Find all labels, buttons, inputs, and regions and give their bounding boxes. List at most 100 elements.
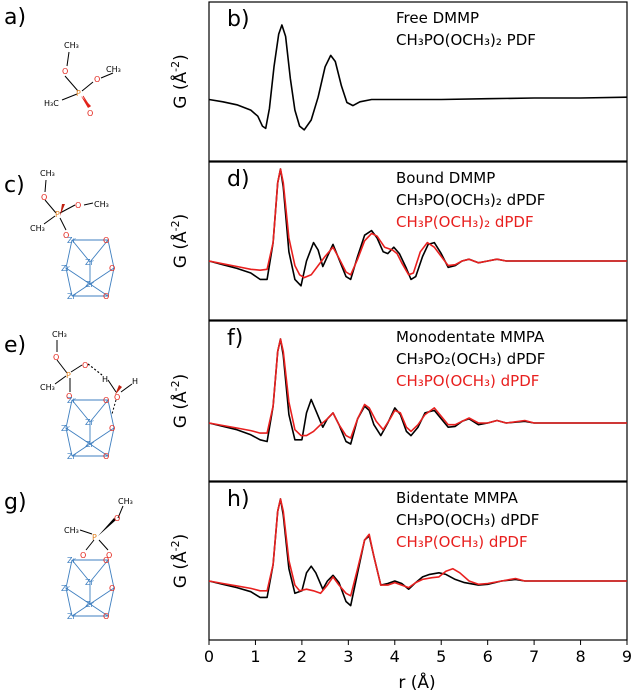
oxygen-label: O bbox=[53, 353, 59, 362]
legend-entry: CH₃PO₂(OCH₃) dPDF bbox=[396, 350, 545, 368]
oxygen-label: O bbox=[66, 392, 72, 401]
cluster-atom-label: O bbox=[103, 612, 109, 621]
chart-panel-label: d) bbox=[227, 167, 250, 192]
phosphorus-label: P bbox=[55, 210, 60, 219]
x-tick-label: 8 bbox=[575, 647, 585, 666]
x-tick-label: 9 bbox=[622, 647, 632, 666]
x-tick-label: 0 bbox=[204, 647, 214, 666]
cluster-bond bbox=[71, 283, 91, 297]
cluster-bond bbox=[71, 603, 91, 617]
zr-cluster: Zr O Zr O Zr O Zr Zr bbox=[61, 396, 115, 461]
cluster-atom-label: O bbox=[109, 424, 115, 433]
cluster-bond bbox=[89, 427, 115, 445]
cluster-atom-label: O bbox=[109, 264, 115, 273]
plot-frame bbox=[208, 481, 628, 641]
cluster-atom-label: Zr bbox=[67, 556, 76, 565]
cluster-atom-label: Zr bbox=[67, 236, 76, 245]
cluster-bond bbox=[89, 239, 109, 263]
chart-panel-label: b) bbox=[227, 7, 250, 32]
legend-entry: CH₃PO(OCH₃) dPDF bbox=[396, 511, 539, 529]
cluster-atom-label: O bbox=[103, 396, 109, 405]
cluster-atom-label: O bbox=[103, 236, 109, 245]
oxygen-label: O bbox=[63, 231, 69, 240]
phosphorus-label: P bbox=[92, 533, 97, 542]
chart-panel-d: G (Å-2) d) Bound DMMP CH₃PO(OCH₃)₂ dPDF CH₃P… bbox=[169, 161, 628, 321]
cluster-bond bbox=[89, 603, 109, 617]
cluster-bond bbox=[71, 239, 91, 263]
series-line-red bbox=[208, 338, 627, 439]
oxygen-label: O bbox=[80, 551, 86, 560]
cluster-bond bbox=[107, 427, 115, 457]
oxygen-label: O bbox=[87, 109, 93, 118]
cluster-bond bbox=[71, 443, 91, 457]
cluster-atom-label: Zr bbox=[67, 292, 76, 301]
structure-label-c: c) bbox=[4, 173, 25, 198]
chart-panel-label: f) bbox=[227, 326, 243, 351]
chart-panel-b: G (Å-2) b) Free DMMP CH₃PO(OCH₃)₂ PDF bbox=[169, 1, 628, 162]
cluster-atom-label: Zr bbox=[85, 440, 94, 449]
zr-cluster: Zr O Zr O Zr O Zr Zr bbox=[61, 236, 115, 301]
cluster-atom-label: Zr bbox=[85, 280, 94, 289]
cluster-bond bbox=[107, 399, 115, 429]
y-axis-title: G (Å-2) bbox=[169, 534, 191, 588]
cluster-atom-label: Zr bbox=[61, 424, 70, 433]
plot-frame bbox=[208, 161, 628, 321]
cluster-bond bbox=[89, 443, 109, 457]
cluster-atom-label: O bbox=[103, 292, 109, 301]
cluster-atom-label: Zr bbox=[85, 578, 94, 587]
y-axis-title: G (Å-2) bbox=[169, 374, 191, 428]
y-axis-title: G (Å-2) bbox=[169, 214, 191, 268]
methyl-label: CH₃ bbox=[118, 497, 133, 506]
plot-frame bbox=[208, 320, 628, 482]
methyl-label: CH₃ bbox=[64, 526, 79, 535]
legend-title: Bidentate MMPA bbox=[396, 489, 519, 507]
methyl-label: CH₃ bbox=[40, 169, 55, 178]
phosphorus-label: P bbox=[66, 371, 71, 380]
chart-panel-label: h) bbox=[227, 487, 250, 512]
oxygen-label: O bbox=[62, 67, 68, 76]
cluster-bond bbox=[89, 399, 109, 423]
cluster-bond bbox=[65, 427, 91, 445]
cluster-bond bbox=[65, 267, 91, 285]
cluster-atom-label: Zr bbox=[67, 612, 76, 621]
cluster-bond bbox=[65, 559, 73, 589]
x-tick-label: 3 bbox=[343, 647, 353, 666]
cluster-atom-label: Zr bbox=[85, 418, 94, 427]
cluster-atom-label: Zr bbox=[67, 452, 76, 461]
x-tick-label: 4 bbox=[390, 647, 400, 666]
series-line-red bbox=[208, 498, 627, 597]
methyl-label: CH₃ bbox=[30, 224, 45, 233]
phosphorus-label: P bbox=[76, 89, 81, 98]
methyl-label: CH₃ bbox=[40, 383, 55, 392]
oxygen-label: O bbox=[106, 551, 112, 560]
series-line-red bbox=[208, 168, 627, 279]
x-axis-title: r (Å) bbox=[398, 671, 435, 693]
cluster-bond bbox=[65, 399, 73, 429]
methyl-label: H₃C bbox=[44, 99, 59, 108]
y-axis-title: G (Å-2) bbox=[169, 54, 191, 108]
legend-title: Bound DMMP bbox=[396, 169, 495, 187]
molecule-monodentate-mmpa: CH₃ O O P CH₃ H H O O bbox=[40, 330, 138, 415]
cluster-atom-label: Zr bbox=[85, 600, 94, 609]
oxygen-label: O bbox=[114, 393, 120, 402]
cluster-bond bbox=[65, 427, 73, 457]
x-tick-label: 2 bbox=[297, 647, 307, 666]
hydrogen-label: H bbox=[132, 377, 138, 386]
methyl-label: CH₃ bbox=[64, 41, 79, 50]
molecule-free-dmmp: CH₃ O O CH₃ P H₃C O bbox=[44, 41, 121, 118]
cluster-bond bbox=[65, 587, 91, 605]
oxygen-label: O bbox=[94, 75, 100, 84]
oxygen-label: O bbox=[41, 193, 47, 202]
cluster-bond bbox=[107, 587, 115, 617]
hydrogen-label: H bbox=[102, 375, 108, 384]
chart-panel-h: G (Å-2) h) Bidentate MMPA CH₃PO(OCH₃) dPDF C… bbox=[169, 481, 632, 666]
series-line-black bbox=[208, 24, 628, 131]
cluster-atom-label: O bbox=[109, 584, 115, 593]
cluster-atom-label: Zr bbox=[61, 264, 70, 273]
cluster-bond bbox=[107, 559, 115, 589]
chart-panel-f: G (Å-2) f) Monodentate MMPA CH₃PO₂(OCH₃) dP… bbox=[169, 320, 628, 482]
cluster-bond bbox=[71, 399, 91, 423]
cluster-atom-label: O bbox=[103, 556, 109, 565]
cluster-bond bbox=[65, 587, 73, 617]
